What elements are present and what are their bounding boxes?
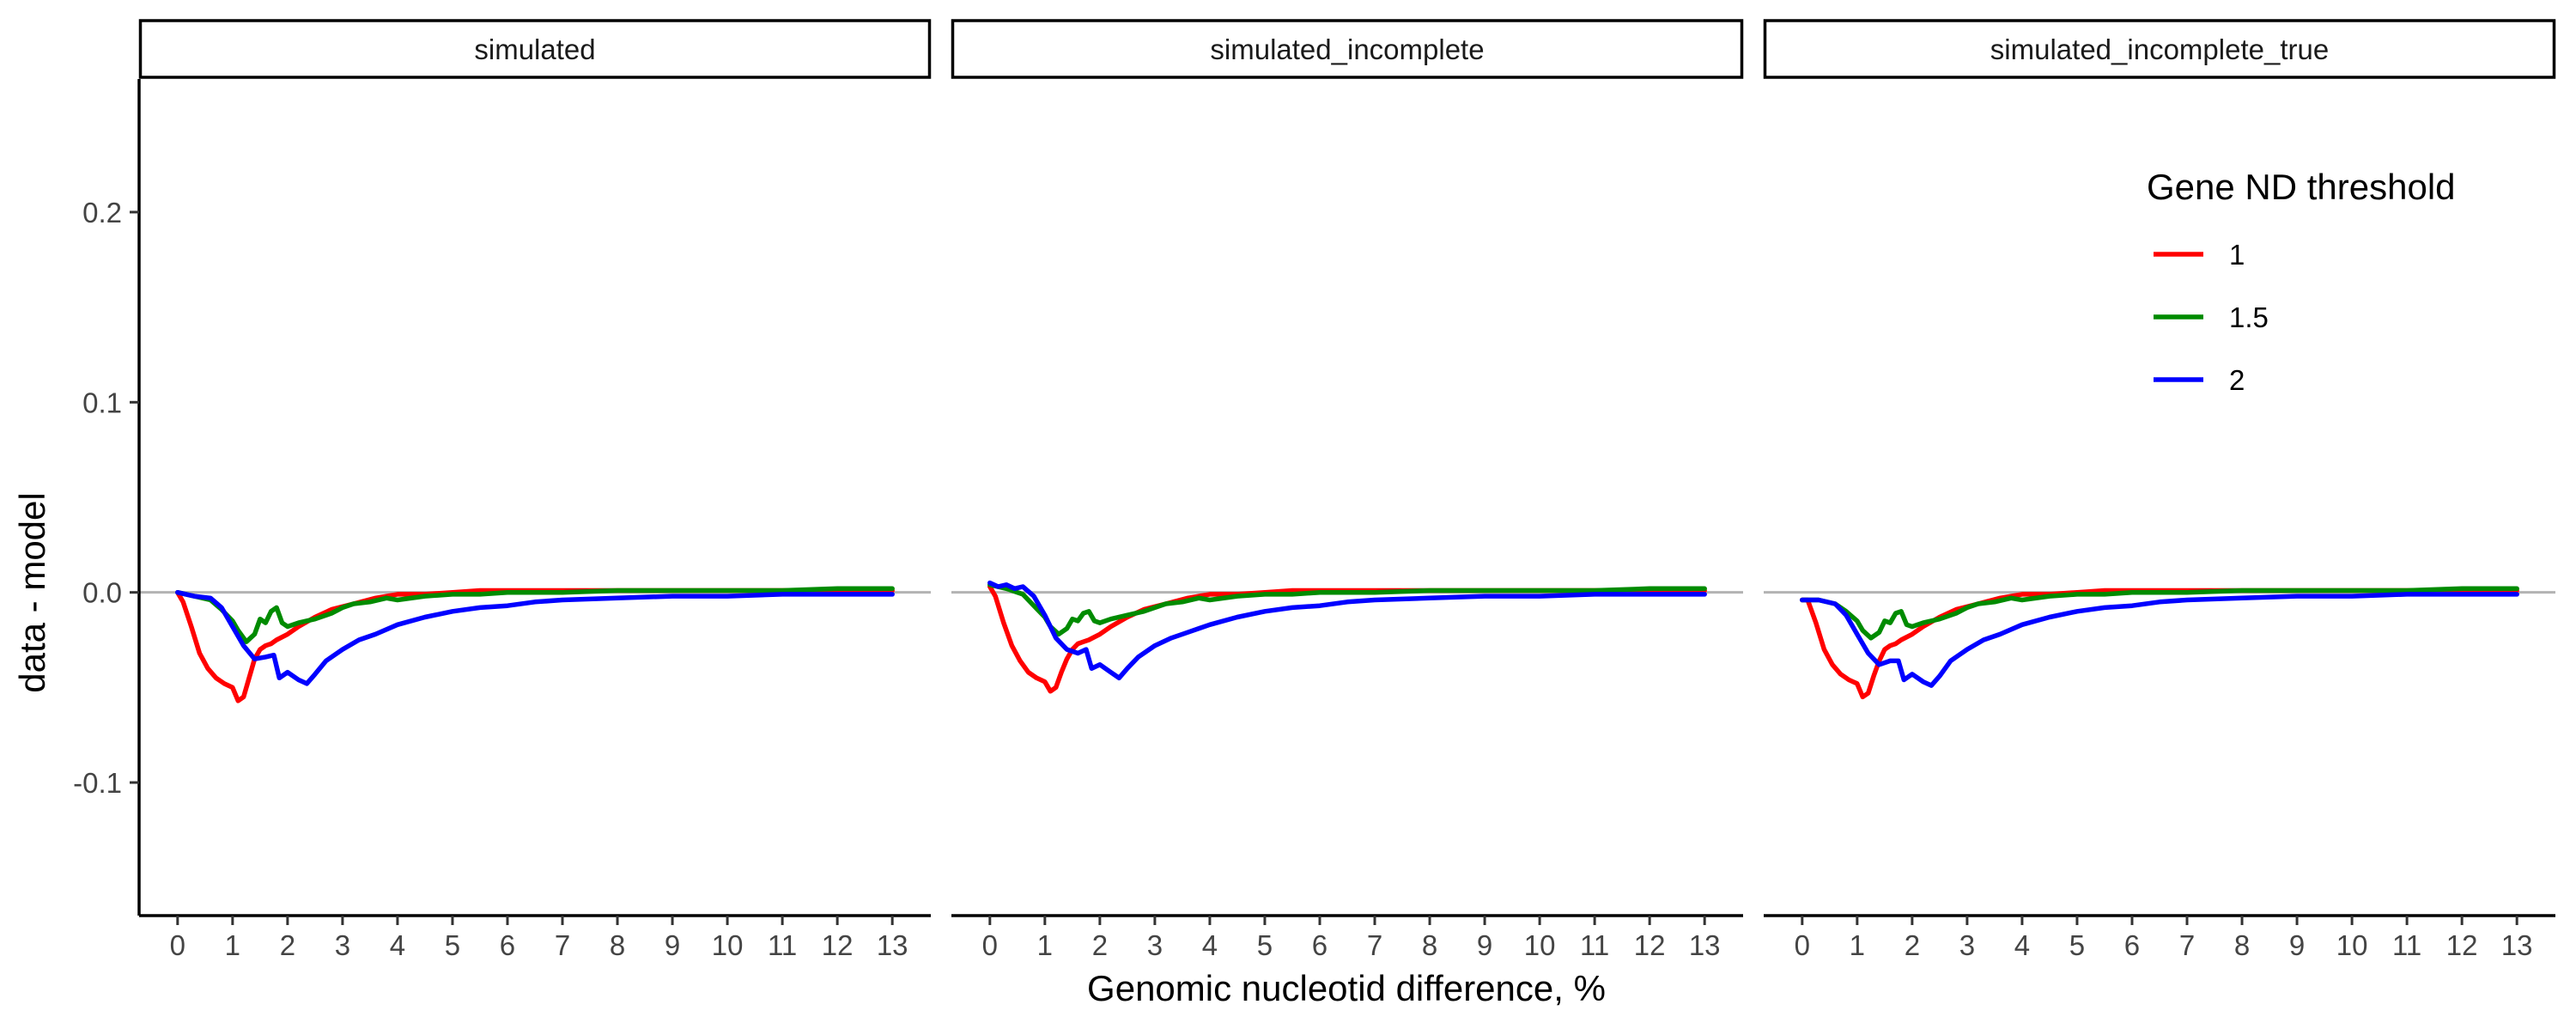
facet-strip-label: simulated_incomplete_true [1990,33,2329,65]
x-tick-label: 8 [610,929,625,961]
x-tick-label: 6 [500,929,515,961]
x-tick-label: 9 [665,929,680,961]
x-tick-label: 12 [2446,929,2478,961]
x-tick-label: 11 [2392,929,2421,961]
x-tick-label: 6 [2124,929,2140,961]
x-tick-label: 1 [1850,929,1865,961]
x-tick-label: 3 [1147,929,1163,961]
x-tick-label: 6 [1312,929,1327,961]
x-tick-label: 11 [768,929,797,961]
legend-label: 1 [2229,239,2245,271]
x-axis-title: Genomic nucleotid difference, % [1087,968,1606,1008]
x-tick-label: 1 [225,929,240,961]
legend-title: Gene ND threshold [2147,167,2456,207]
x-tick-label: 1 [1037,929,1053,961]
series-line-1 [175,588,895,703]
series-line-2 [175,589,895,686]
x-tick-label: 2 [280,929,295,961]
legend-label: 1.5 [2229,301,2269,333]
y-tick-label: 0.1 [82,387,122,418]
legend: Gene ND threshold 1 1.5 2 [2147,167,2456,396]
legend-label: 2 [2229,364,2245,396]
x-tick-label: 7 [555,929,570,961]
x-tick-label: 13 [1689,929,1721,961]
legend-item: 1.5 [2154,301,2269,333]
x-tick-label: 10 [1524,929,1556,961]
x-tick-label: 5 [2069,929,2085,961]
x-tick-label: 10 [2336,929,2368,961]
series-line-1-5 [175,586,895,644]
x-tick-label: 3 [1959,929,1975,961]
x-tick-label: 4 [2014,929,2030,961]
x-tick-label: 13 [877,929,908,961]
y-tick-label: 0.2 [82,197,122,228]
x-tick-label: 8 [1422,929,1437,961]
x-tick-label: 3 [335,929,350,961]
x-tick-label: 0 [982,929,998,961]
x-tick-label: 4 [1202,929,1218,961]
y-axis-title: data - model [12,492,52,692]
x-tick-label: 0 [170,929,185,961]
x-tick-label: 8 [2234,929,2250,961]
series-line-2 [987,580,1707,681]
x-tick-label: 5 [1257,929,1273,961]
facet-strip [138,19,932,79]
x-tick-label: 0 [1795,929,1810,961]
x-tick-label: 2 [1092,929,1108,961]
x-tick-label: 5 [445,929,460,961]
x-tick-label: 4 [390,929,405,961]
y-tick-label: -0.1 [73,767,122,799]
facet-strip-label: simulated [474,33,595,65]
series-line-1 [1800,588,2519,700]
series-line-1-5 [1800,586,2519,641]
x-tick-label: 9 [1477,929,1492,961]
x-tick-label: 7 [2179,929,2195,961]
x-tick-label: 10 [712,929,744,961]
facet-strip [1763,19,2556,79]
facet-strip [951,19,1744,79]
x-tick-label: 2 [1905,929,1920,961]
y-axis: -0.1 0.0 0.1 0.2 [73,79,141,916]
y-tick-label: 0.0 [82,577,122,609]
x-tick-label: 7 [1367,929,1382,961]
x-tick-label: 11 [1580,929,1609,961]
x-tick-label: 9 [2289,929,2305,961]
x-tick-label: 12 [1634,929,1666,961]
x-tick-label: 13 [2501,929,2533,961]
legend-item: 2 [2154,364,2245,396]
facet-strip-label: simulated_incomplete [1210,33,1484,65]
x-tick-label: 12 [822,929,854,961]
legend-item: 1 [2154,239,2245,271]
series-line-2 [1800,592,2519,688]
